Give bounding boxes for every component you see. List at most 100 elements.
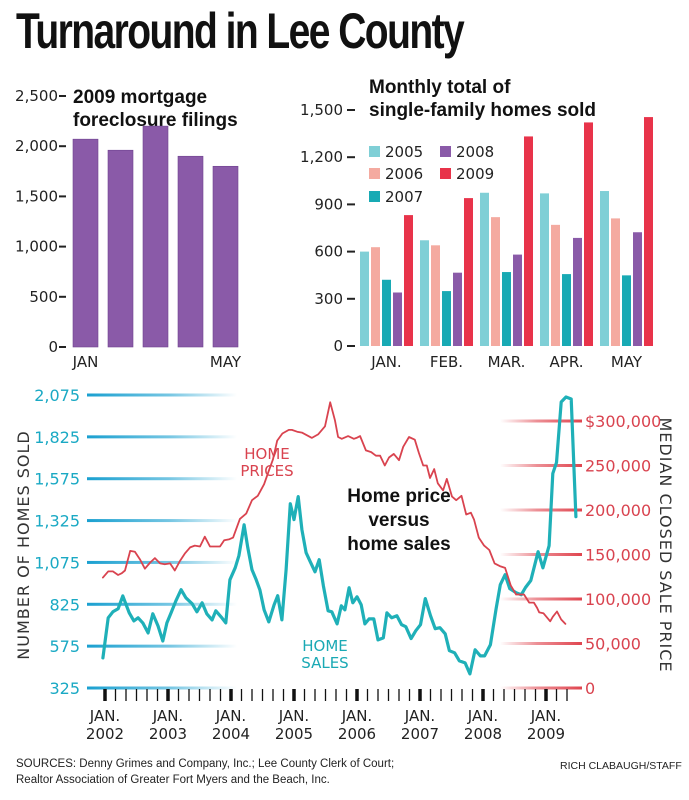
homes-sold-chart: Monthly total of single-family homes sol… [300,77,653,371]
homes-sold-bar-mar-2006 [491,217,500,346]
foreclosure-bar-may [212,165,239,348]
foreclosure-ytick-label: 2,000 [15,137,58,155]
foreclosure-ytick-label: 500 [29,288,58,306]
legend-label-2007: 2007 [385,188,423,206]
right-gridline [500,508,582,512]
inner-title-line3: home sales [347,534,451,555]
right-ytick-label: 200,000 [585,501,651,520]
left-axis-label: NUMBER OF HOMES SOLD [14,430,33,659]
foreclosure-bar-feb [107,149,134,348]
left-gridline [87,435,237,439]
foreclosure-xlabel: JAN [72,353,99,371]
homes-sold-xlabel: MAY [611,353,643,371]
right-ytick-label: 250,000 [585,457,651,476]
sources-line-1: SOURCES: Denny Grimes and Company, Inc.;… [16,758,395,770]
x-tick-label-year: 2004 [212,725,250,743]
x-tick-label-month: JAN. [89,707,120,725]
homes-sold-bar-mar-2008 [513,254,522,346]
foreclosure-ytick-label: 0 [48,338,58,356]
x-tick-label-year: 2009 [527,725,565,743]
x-tick-label-year: 2006 [338,725,376,743]
homes-sold-bar-apr-2007 [562,274,571,346]
legend-swatch-2008 [440,146,451,157]
x-tick-label-year: 2005 [275,725,313,743]
left-ytick-label: 825 [49,595,80,614]
homes-sold-bar-feb-2008 [453,272,462,346]
homes-sold-bar-apr-2005 [540,193,549,346]
left-ytick-label: 1,575 [34,470,80,489]
right-axis-label: MEDIAN CLOSED SALE PRICE [656,417,675,672]
right-ytick-label: 0 [585,679,595,698]
right-ytick-label: $300,000 [585,412,661,431]
legend-label-2008: 2008 [456,143,494,161]
homes-sold-bar-apr-2008 [573,237,582,346]
x-tick-label-month: JAN. [404,707,435,725]
price-vs-sales-chart: 325 575 825 1,075 1,325 1,575 1,825 2,075 0 50,0… [14,386,675,743]
home-sales-line [101,395,578,676]
x-tick-label-month: JAN. [341,707,372,725]
left-gridline [87,393,237,397]
homes-sold-bar-may-2008 [633,232,642,346]
inner-title-line2: versus [368,510,429,531]
homes-sold-ytick-label: 300 [314,290,343,308]
right-gridline [500,464,582,467]
foreclosure-ytick-label: 1,000 [15,238,58,256]
right-ytick-label: 100,000 [585,590,651,609]
homes-sold-chart-title-line2: single-family homes sold [369,100,596,121]
homes-sold-ytick-label: 1,500 [300,101,343,119]
left-gridline [87,560,237,564]
homes-sold-bar-may-2006 [611,218,620,346]
homes-sold-bar-apr-2009 [584,122,593,346]
left-ytick-label: 1,075 [34,553,80,572]
homes-sold-bar-jan-2006 [371,247,380,346]
foreclosure-bar-jan [72,138,99,348]
homes-sold-xlabel: FEB. [430,353,463,371]
x-tick-label-year: 2007 [401,725,439,743]
legend-label-2005: 2005 [385,143,423,161]
home-sales-label-line2: SALES [301,654,348,672]
right-gridline [500,597,582,601]
x-tick-label-year: 2003 [149,725,187,743]
sources-line-2: Realtor Association of Greater Fort Myer… [16,774,330,786]
homes-sold-bar-feb-2005 [420,240,429,346]
foreclosure-ytick-label: 2,500 [15,87,58,105]
x-tick-label-month: JAN. [530,707,561,725]
legend-label-2009: 2009 [456,165,494,183]
x-tick-label-year: 2002 [86,725,124,743]
legend-swatch-2005 [369,146,380,157]
right-ytick-label: 50,000 [585,635,641,654]
foreclosure-ytick-label: 1,500 [15,187,58,205]
inner-title-line1: Home price [347,486,450,507]
homes-sold-bar-mar-2005 [480,192,489,346]
homes-sold-bar-mar-2009 [524,136,533,346]
homes-sold-bar-feb-2009 [464,198,473,346]
left-ytick-label: 2,075 [34,386,80,405]
legend-swatch-2007 [369,191,380,202]
left-ytick-label: 1,825 [34,428,80,447]
homes-sold-bar-feb-2006 [431,245,440,346]
x-tick-label-year: 2008 [464,725,502,743]
x-tick-label-month: JAN. [278,707,309,725]
home-prices-label-line2: PRICES [240,462,293,480]
right-gridline [500,419,582,423]
right-gridline [500,642,582,645]
homes-sold-bar-jan-2009 [404,215,413,346]
left-gridline [87,602,237,606]
homes-sold-bar-mar-2007 [502,272,511,346]
homes-sold-bar-may-2007 [622,275,631,346]
right-gridline [500,553,582,556]
left-gridline [87,686,237,690]
legend-swatch-2009 [440,168,451,179]
right-gridline [500,686,582,690]
credit-line: RICH CLABAUGH/STAFF [560,760,682,772]
home-sales-label-line1: HOME [302,637,348,655]
legend-swatch-2006 [369,168,380,179]
foreclosure-xlabel: MAY [210,353,242,371]
left-ytick-label: 1,325 [34,512,80,531]
homes-sold-ytick-label: 600 [314,243,343,261]
foreclosure-chart: 2009 mortgage foreclosure filings 0 500 1,… [15,87,242,371]
left-gridline [87,477,237,481]
left-ytick-label: 575 [49,637,80,656]
homes-sold-chart-title-line1: Monthly total of [369,77,511,98]
